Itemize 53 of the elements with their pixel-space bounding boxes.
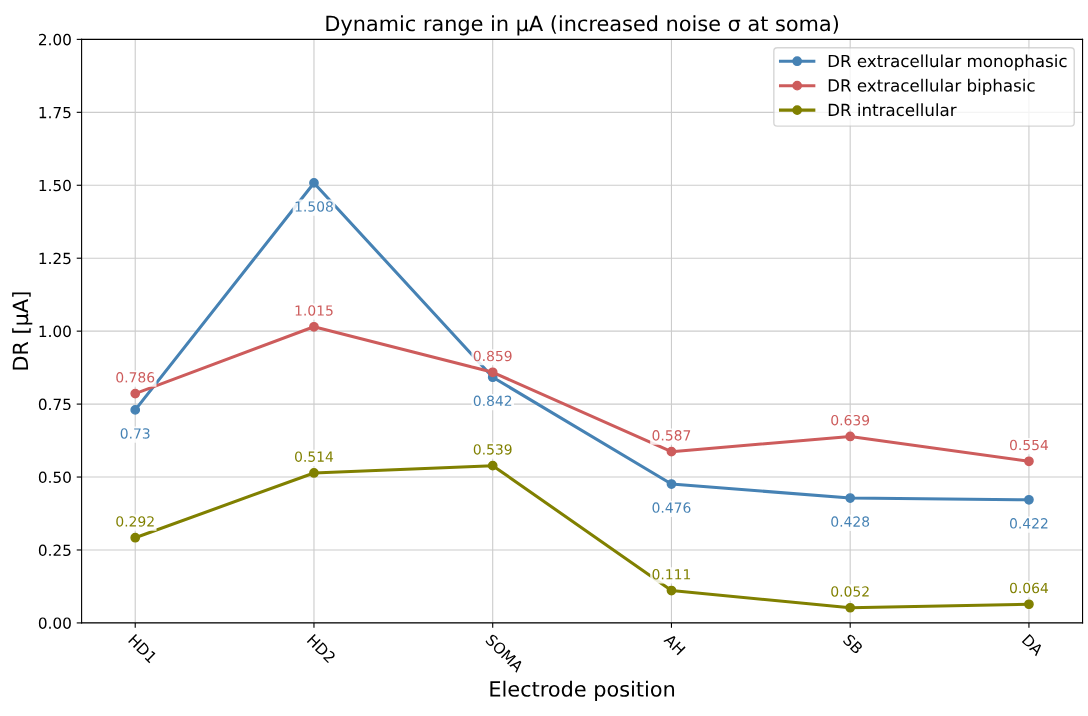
point — [309, 321, 319, 332]
data-label: 0.73 — [120, 428, 150, 439]
point — [487, 367, 498, 378]
point — [1024, 599, 1034, 610]
y-tick-label: 1.50 — [39, 179, 71, 192]
data-label: 0.539 — [473, 444, 512, 455]
data-label: 0.476 — [652, 502, 691, 513]
data-label: 0.111 — [652, 569, 691, 580]
data-label: 0.428 — [831, 516, 870, 527]
x-tick-label: DA — [1021, 634, 1045, 657]
y-tick-label: 2.00 — [38, 33, 71, 46]
point — [1024, 494, 1034, 505]
x-tick-label: AH — [663, 633, 686, 656]
chart-title: Dynamic range in µA (increased noise σ at soma) — [326, 15, 838, 36]
x-tick-label: SB — [842, 633, 864, 655]
point — [845, 431, 856, 442]
data-label: 1.015 — [295, 305, 333, 316]
data-label: 0.842 — [473, 395, 512, 407]
point — [130, 388, 141, 399]
point — [309, 468, 319, 478]
y-tick-label: 1.75 — [39, 106, 71, 119]
data-label: 0.786 — [116, 372, 155, 383]
point — [666, 479, 677, 489]
point — [845, 602, 856, 613]
data-label: 0.554 — [1009, 439, 1049, 451]
data-label: 0.052 — [831, 586, 869, 597]
data-label: 0.514 — [295, 451, 334, 462]
data-label: 0.064 — [1009, 582, 1049, 594]
point — [309, 178, 319, 188]
y-tick-label: 0.75 — [38, 398, 71, 411]
y-tick-label: 0.00 — [38, 617, 71, 629]
point — [1024, 456, 1034, 467]
data-label: 0.859 — [473, 350, 512, 362]
y-axis-title: DR [µA] — [12, 292, 33, 370]
data-label: 1.508 — [295, 201, 333, 212]
y-tick-label: 0.25 — [38, 544, 71, 556]
point — [487, 460, 498, 471]
data-label: 0.292 — [116, 516, 154, 527]
point — [845, 493, 856, 503]
x-axis-title: Electrode position — [490, 680, 675, 701]
legend-label: DR intracellular — [828, 103, 957, 117]
data-label: 0.587 — [652, 430, 691, 441]
data-label: 0.639 — [831, 414, 870, 426]
y-tick-label: 1.00 — [39, 325, 71, 338]
point — [130, 532, 141, 543]
legend-label: DR extracellular biphasic — [828, 78, 1035, 95]
y-tick-label: 0.50 — [38, 471, 71, 484]
point — [130, 405, 141, 415]
legend-label: DR extracellular monophasic — [828, 54, 1067, 71]
point — [666, 446, 677, 457]
data-label: 0.422 — [1009, 518, 1048, 529]
point — [666, 585, 677, 596]
y-tick-label: 1.25 — [39, 252, 71, 265]
